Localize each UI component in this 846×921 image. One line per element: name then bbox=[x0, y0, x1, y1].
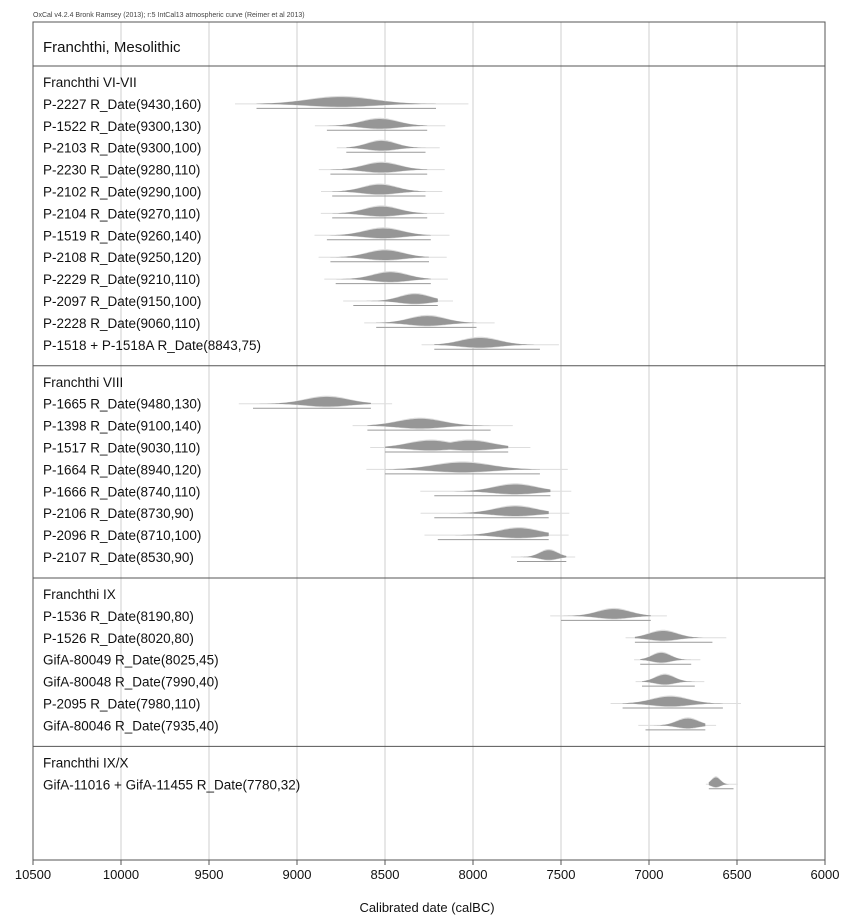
group-sections bbox=[33, 65, 825, 747]
posterior-distribution bbox=[330, 250, 429, 260]
posterior-distribution bbox=[622, 696, 723, 707]
date-label: P-2095 R_Date(7980,110) bbox=[43, 697, 200, 712]
x-tick-label: 6500 bbox=[723, 867, 752, 882]
date-label: GifA-80049 R_Date(8025,45) bbox=[43, 653, 219, 668]
date-label: P-2104 R_Date(9270,110) bbox=[43, 206, 200, 221]
x-tick-label: 10500 bbox=[15, 867, 51, 882]
x-tick-label: 9500 bbox=[195, 867, 224, 882]
posterior-distribution bbox=[434, 338, 540, 348]
posterior-distribution bbox=[330, 162, 428, 173]
date-label: P-2228 R_Date(9060,110) bbox=[43, 316, 200, 331]
posterior-distribution bbox=[642, 674, 695, 685]
posterior-distribution bbox=[346, 140, 426, 151]
date-label: P-2103 R_Date(9300,100) bbox=[43, 141, 201, 156]
date-label: P-2107 R_Date(8530,90) bbox=[43, 550, 194, 565]
date-label: P-2097 R_Date(9150,100) bbox=[43, 294, 201, 309]
date-label: P-1518 + P-1518A R_Date(8843,75) bbox=[43, 338, 261, 353]
date-label: P-1398 R_Date(9100,140) bbox=[43, 419, 201, 434]
oxcal-header: OxCal v4.2.4 Bronk Ramsey (2013); r:5 In… bbox=[33, 12, 305, 19]
plot-frame bbox=[32, 21, 826, 861]
posterior-distribution bbox=[353, 294, 438, 304]
date-label: GifA-11016 + GifA-11455 R_Date(7780,32) bbox=[43, 777, 300, 792]
date-label: P-1665 R_Date(9480,130) bbox=[43, 397, 201, 412]
group-label: Franchthi IX/X bbox=[43, 755, 129, 770]
x-tick-label: 7500 bbox=[547, 867, 576, 882]
posterior-distribution bbox=[434, 506, 549, 516]
date-labels: Franchthi VI-VII P-2227 R_Date(9430,160) P… bbox=[43, 75, 300, 792]
date-label: P-2227 R_Date(9430,160) bbox=[43, 97, 201, 112]
x-tick-label: 6000 bbox=[811, 867, 840, 882]
date-label: P-2096 R_Date(8710,100) bbox=[43, 528, 201, 543]
date-label: P-2230 R_Date(9280,110) bbox=[43, 163, 200, 178]
posterior-distribution bbox=[517, 550, 567, 560]
posterior-distribution bbox=[708, 777, 734, 788]
distributions bbox=[235, 95, 741, 790]
date-label: P-1519 R_Date(9260,140) bbox=[43, 228, 201, 243]
date-label: GifA-80046 R_Date(7935,40) bbox=[43, 718, 219, 733]
date-label: P-1517 R_Date(9030,110) bbox=[43, 441, 200, 456]
posterior-distribution bbox=[332, 184, 426, 195]
group-label: Franchthi IX bbox=[43, 587, 116, 602]
x-tick-label: 7000 bbox=[635, 867, 664, 882]
posterior-distribution bbox=[385, 440, 509, 451]
x-axis: 10500 10000 9500 9000 8500 8000 7500 7000 6500 60… bbox=[15, 860, 840, 882]
posterior-distribution bbox=[367, 418, 491, 429]
posterior-distribution bbox=[335, 272, 431, 282]
date-label: P-1664 R_Date(8940,120) bbox=[43, 462, 201, 477]
posterior-distribution bbox=[332, 206, 428, 217]
x-tick-label: 8000 bbox=[459, 867, 488, 882]
date-label: P-1536 R_Date(8190,80) bbox=[43, 609, 194, 624]
chart-title: Franchthi, Mesolithic bbox=[43, 39, 181, 56]
date-label: GifA-80048 R_Date(7990,40) bbox=[43, 675, 219, 690]
posterior-distribution bbox=[634, 631, 713, 641]
date-label: P-1666 R_Date(8740,110) bbox=[43, 484, 200, 499]
x-tick-label: 9000 bbox=[283, 867, 312, 882]
posterior-distribution bbox=[640, 652, 692, 663]
posterior-distribution bbox=[376, 316, 477, 326]
posterior-distribution bbox=[326, 228, 431, 239]
posterior-distribution bbox=[326, 119, 428, 129]
x-tick-label: 10000 bbox=[103, 867, 139, 882]
group-label: Franchthi VIII bbox=[43, 375, 123, 390]
date-label: P-2108 R_Date(9250,120) bbox=[43, 250, 201, 265]
posterior-distribution bbox=[434, 484, 551, 495]
x-axis-label: Calibrated date (calBC) bbox=[359, 900, 494, 915]
posterior-distribution bbox=[253, 396, 371, 407]
date-label: P-2102 R_Date(9290,100) bbox=[43, 185, 201, 200]
date-label: P-1526 R_Date(8020,80) bbox=[43, 631, 194, 646]
date-label: P-1522 R_Date(9300,130) bbox=[43, 119, 201, 134]
group-label: Franchthi VI-VII bbox=[43, 75, 137, 90]
date-label: P-2229 R_Date(9210,110) bbox=[43, 272, 200, 287]
posterior-distribution bbox=[256, 97, 436, 107]
x-tick-label: 8500 bbox=[371, 867, 400, 882]
posterior-distribution bbox=[645, 718, 706, 729]
posterior-distribution bbox=[385, 462, 540, 473]
date-label: P-2106 R_Date(8730,90) bbox=[43, 506, 194, 521]
posterior-distribution bbox=[437, 528, 549, 538]
posterior-distribution bbox=[561, 609, 651, 619]
